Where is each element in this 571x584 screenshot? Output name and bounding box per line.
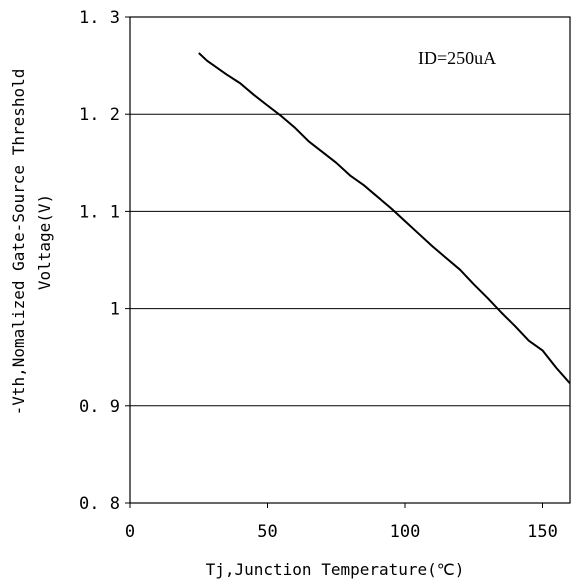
series-line-vth — [198, 52, 571, 385]
y-axis-title-line-1: -Vth,Nomalized Gate-Source Threshold — [9, 69, 28, 416]
x-tick-label: 0 — [125, 522, 135, 542]
y-tick-label: 1. 3 — [79, 8, 120, 28]
x-tick-label: 100 — [390, 522, 421, 542]
y-tick-label: 0. 9 — [79, 397, 120, 417]
y-axis-title-line-2: Voltage(V) — [35, 194, 54, 290]
x-tick-labels: 0 50 100 150 — [125, 503, 558, 542]
y-tick-label: 1 — [110, 300, 120, 320]
y-axis-title: -Vth,Nomalized Gate-Source Threshold Vol… — [9, 69, 54, 416]
plot-frame — [129, 16, 571, 504]
grid-lines — [130, 113, 570, 407]
x-tick-label: 50 — [257, 522, 277, 542]
y-tick-label: 1. 1 — [79, 202, 120, 222]
y-tick-label: 0. 8 — [79, 494, 120, 514]
y-tick-label: 1. 2 — [79, 105, 120, 125]
x-tick-label: 150 — [527, 522, 558, 542]
annotation-id-current: ID=250uA — [418, 48, 496, 68]
x-axis-title: Tj,Junction Temperature(℃) — [206, 560, 465, 579]
y-tick-labels: 0. 8 0. 9 1 1. 1 1. 2 1. 3 — [79, 8, 130, 514]
